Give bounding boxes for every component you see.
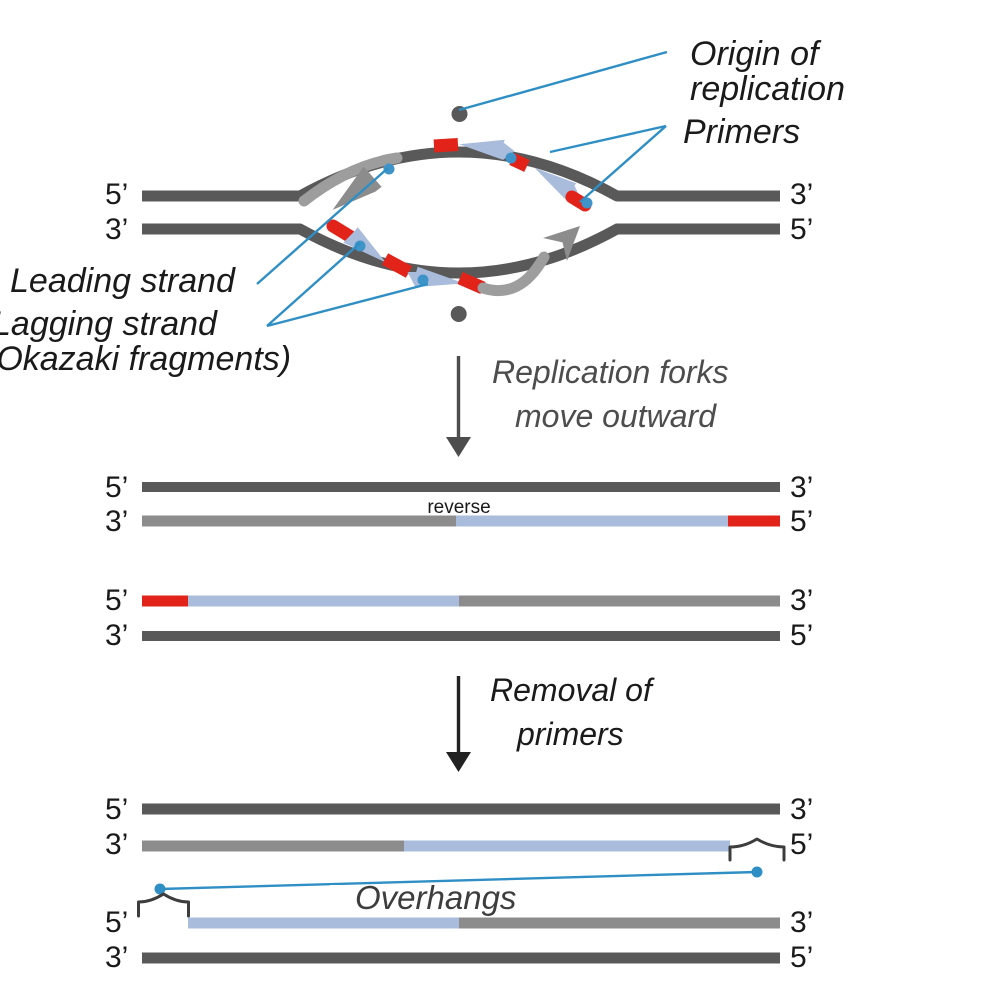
svg-text:5’: 5’ [790,941,813,974]
svg-text:3’: 3’ [105,213,128,246]
svg-text:5’: 5’ [790,505,813,538]
svg-text:3’: 3’ [105,505,128,538]
svg-text:5’: 5’ [105,793,128,826]
svg-text:5’: 5’ [105,584,128,617]
svg-text:Removal of: Removal of [490,672,655,708]
svg-text:(Okazaki fragments): (Okazaki fragments) [0,340,291,378]
svg-text:3’: 3’ [790,906,813,939]
svg-text:move outward: move outward [515,398,717,434]
svg-text:reverse: reverse [427,497,490,518]
svg-text:5’: 5’ [790,828,813,861]
svg-text:3’: 3’ [105,828,128,861]
svg-text:primers: primers [516,716,624,752]
svg-text:3’: 3’ [790,793,813,826]
svg-text:Leading strand: Leading strand [10,262,236,300]
svg-text:5’: 5’ [105,906,128,939]
svg-text:3’: 3’ [790,178,813,211]
svg-text:Overhangs: Overhangs [355,879,516,916]
svg-text:3’: 3’ [790,471,813,504]
svg-text:3’: 3’ [105,619,128,652]
svg-text:3’: 3’ [105,941,128,974]
svg-text:Lagging strand: Lagging strand [0,305,218,343]
svg-text:3’: 3’ [790,584,813,617]
svg-text:5’: 5’ [105,178,128,211]
svg-text:5’: 5’ [790,619,813,652]
svg-text:Replication forks: Replication forks [492,354,729,390]
svg-text:replication: replication [690,70,845,108]
svg-text:Origin of: Origin of [690,35,822,73]
svg-text:5’: 5’ [790,213,813,246]
svg-text:5’: 5’ [105,471,128,504]
svg-text:Primers: Primers [683,113,800,151]
